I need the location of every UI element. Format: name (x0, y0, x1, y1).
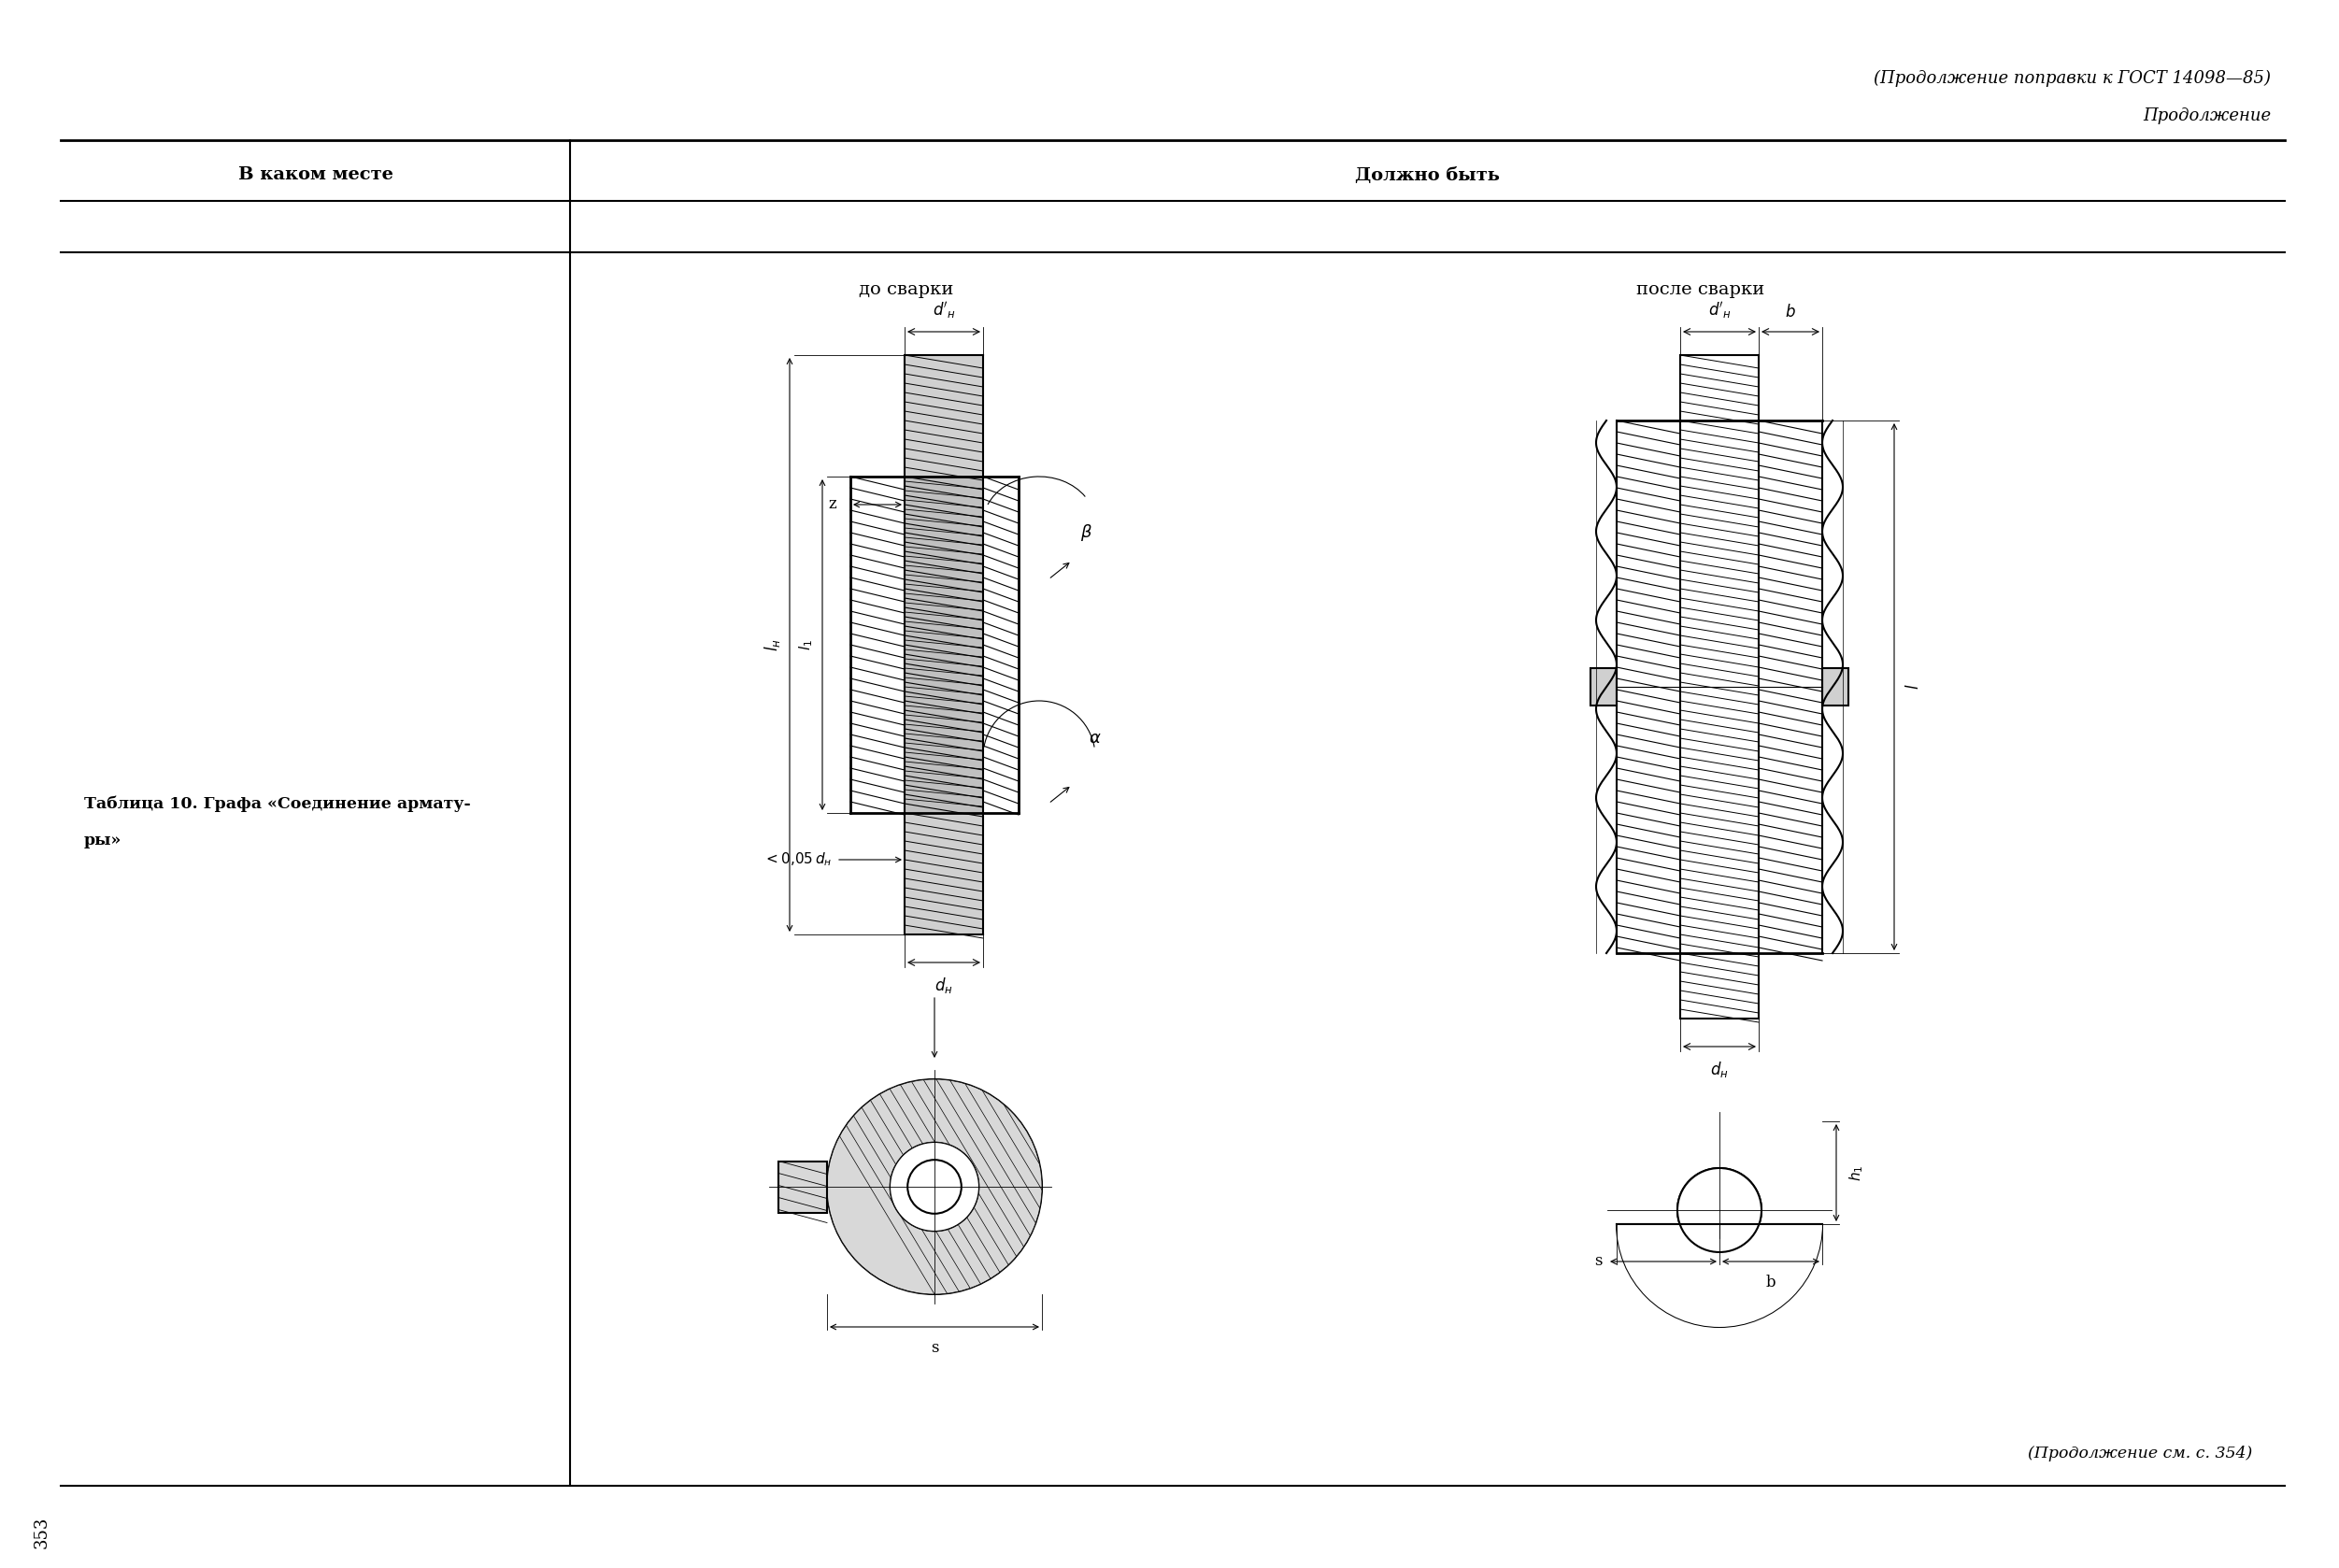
Text: $\beta$: $\beta$ (1081, 522, 1092, 543)
Bar (1822, 668, 1848, 706)
Bar (779, 1160, 828, 1212)
Text: z: z (828, 497, 837, 513)
Text: до сварки: до сварки (858, 281, 954, 298)
Wedge shape (1616, 1225, 1822, 1327)
Text: $l_1$: $l_1$ (798, 640, 814, 651)
Circle shape (1677, 1168, 1761, 1253)
Text: b: b (1766, 1275, 1775, 1290)
Wedge shape (1616, 1225, 1822, 1327)
Text: $\alpha$: $\alpha$ (1090, 729, 1102, 746)
Text: $l_н$: $l_н$ (763, 638, 781, 651)
Bar (905, 354, 982, 477)
Text: Должно быть: Должно быть (1354, 166, 1499, 183)
Text: $d_н$: $d_н$ (936, 975, 952, 996)
Bar (982, 477, 1017, 812)
Text: (Продолжение см. с. 354): (Продолжение см. с. 354) (2028, 1446, 2252, 1461)
Text: $<0{,}05\,d_н$: $<0{,}05\,d_н$ (763, 851, 833, 869)
Bar (905, 477, 982, 812)
Text: $l$: $l$ (1906, 684, 1923, 690)
Text: (Продолжение поправки к ГОСТ 14098—85): (Продолжение поправки к ГОСТ 14098—85) (1874, 71, 2271, 88)
Text: 353: 353 (33, 1516, 51, 1549)
Text: В каком месте: В каком месте (239, 166, 393, 183)
Text: ры»: ры» (84, 833, 122, 848)
Text: $d'_н$: $d'_н$ (1707, 299, 1731, 320)
Bar (905, 812, 982, 935)
Text: $h_1$: $h_1$ (1848, 1165, 1864, 1181)
Wedge shape (828, 1079, 1041, 1294)
Text: $d_н$: $d_н$ (1710, 1060, 1729, 1079)
Bar (1591, 668, 1616, 706)
Text: s: s (1595, 1253, 1602, 1270)
Bar (851, 477, 886, 812)
Text: после сварки: после сварки (1637, 281, 1766, 298)
Text: Продолжение: Продолжение (2143, 108, 2271, 124)
Text: $d'_н$: $d'_н$ (933, 299, 957, 320)
Text: Таблица 10. Графа «Соединение армату-: Таблица 10. Графа «Соединение армату- (84, 795, 470, 812)
Circle shape (1677, 1168, 1761, 1253)
Text: $b$: $b$ (1785, 304, 1796, 320)
Text: s: s (931, 1341, 938, 1356)
